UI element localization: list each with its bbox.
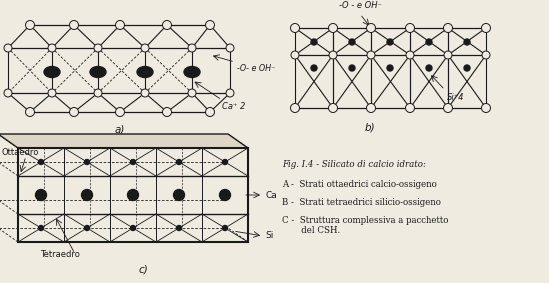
Circle shape — [131, 226, 136, 230]
Circle shape — [4, 44, 12, 52]
Circle shape — [444, 104, 452, 113]
Circle shape — [70, 20, 79, 29]
Circle shape — [481, 104, 490, 113]
Text: Fig. I.4 - Silicato di calcio idrato:: Fig. I.4 - Silicato di calcio idrato: — [282, 160, 426, 169]
Circle shape — [85, 160, 89, 164]
Text: a): a) — [115, 124, 125, 134]
Circle shape — [349, 65, 355, 71]
Circle shape — [387, 39, 393, 45]
Circle shape — [25, 108, 35, 117]
Circle shape — [464, 65, 470, 71]
Circle shape — [188, 89, 196, 97]
Text: c): c) — [138, 264, 148, 274]
Circle shape — [48, 89, 56, 97]
Circle shape — [94, 44, 102, 52]
Ellipse shape — [44, 67, 60, 78]
Circle shape — [226, 44, 234, 52]
Circle shape — [115, 108, 125, 117]
Circle shape — [173, 190, 184, 200]
Circle shape — [290, 104, 300, 113]
Text: Si: Si — [265, 231, 273, 241]
Circle shape — [444, 51, 452, 59]
Text: -O - e OH⁻: -O - e OH⁻ — [339, 1, 382, 10]
Circle shape — [311, 39, 317, 45]
Text: B -  Strati tetraedrici silicio-ossigeno: B - Strati tetraedrici silicio-ossigeno — [282, 198, 441, 207]
Text: Ca⁺ 2: Ca⁺ 2 — [222, 102, 245, 111]
Circle shape — [188, 44, 196, 52]
Circle shape — [222, 226, 227, 230]
Circle shape — [406, 51, 414, 59]
Circle shape — [85, 226, 89, 230]
Circle shape — [328, 104, 338, 113]
Circle shape — [426, 65, 432, 71]
Text: A -  Strati ottaedrici calcio-ossigeno: A - Strati ottaedrici calcio-ossigeno — [282, 180, 437, 189]
Circle shape — [38, 226, 43, 230]
Circle shape — [406, 104, 414, 113]
Circle shape — [141, 89, 149, 97]
Circle shape — [367, 23, 376, 33]
Circle shape — [36, 190, 47, 200]
Ellipse shape — [90, 67, 106, 78]
Circle shape — [387, 65, 393, 71]
Circle shape — [329, 51, 337, 59]
Circle shape — [94, 89, 102, 97]
Circle shape — [127, 190, 138, 200]
Circle shape — [205, 20, 215, 29]
Text: Ottaedro: Ottaedro — [2, 148, 40, 157]
Ellipse shape — [137, 67, 153, 78]
Circle shape — [70, 108, 79, 117]
Circle shape — [328, 23, 338, 33]
Circle shape — [444, 23, 452, 33]
Circle shape — [115, 20, 125, 29]
Circle shape — [349, 39, 355, 45]
Circle shape — [464, 39, 470, 45]
Text: b): b) — [365, 122, 376, 132]
Circle shape — [131, 160, 136, 164]
Circle shape — [406, 23, 414, 33]
Circle shape — [226, 89, 234, 97]
Circle shape — [48, 44, 56, 52]
Circle shape — [141, 44, 149, 52]
Text: Tetraedro: Tetraedro — [40, 250, 80, 259]
Circle shape — [290, 23, 300, 33]
Circle shape — [220, 190, 231, 200]
Circle shape — [222, 160, 227, 164]
Circle shape — [81, 190, 92, 200]
Text: -O- e OH⁻: -O- e OH⁻ — [237, 64, 276, 73]
Circle shape — [38, 160, 43, 164]
Circle shape — [367, 104, 376, 113]
Circle shape — [163, 20, 171, 29]
Circle shape — [176, 160, 182, 164]
Circle shape — [367, 51, 375, 59]
Circle shape — [482, 51, 490, 59]
Circle shape — [291, 51, 299, 59]
Circle shape — [426, 39, 432, 45]
Circle shape — [481, 23, 490, 33]
Circle shape — [311, 65, 317, 71]
Circle shape — [176, 226, 182, 230]
Circle shape — [25, 20, 35, 29]
Text: Si⁺4: Si⁺4 — [447, 93, 464, 102]
Polygon shape — [0, 134, 248, 148]
Ellipse shape — [184, 67, 200, 78]
Text: C -  Struttura complessiva a pacchetto
       del CSH.: C - Struttura complessiva a pacchetto de… — [282, 216, 449, 235]
Circle shape — [4, 89, 12, 97]
Circle shape — [205, 108, 215, 117]
Circle shape — [163, 108, 171, 117]
Text: Ca: Ca — [265, 190, 277, 200]
